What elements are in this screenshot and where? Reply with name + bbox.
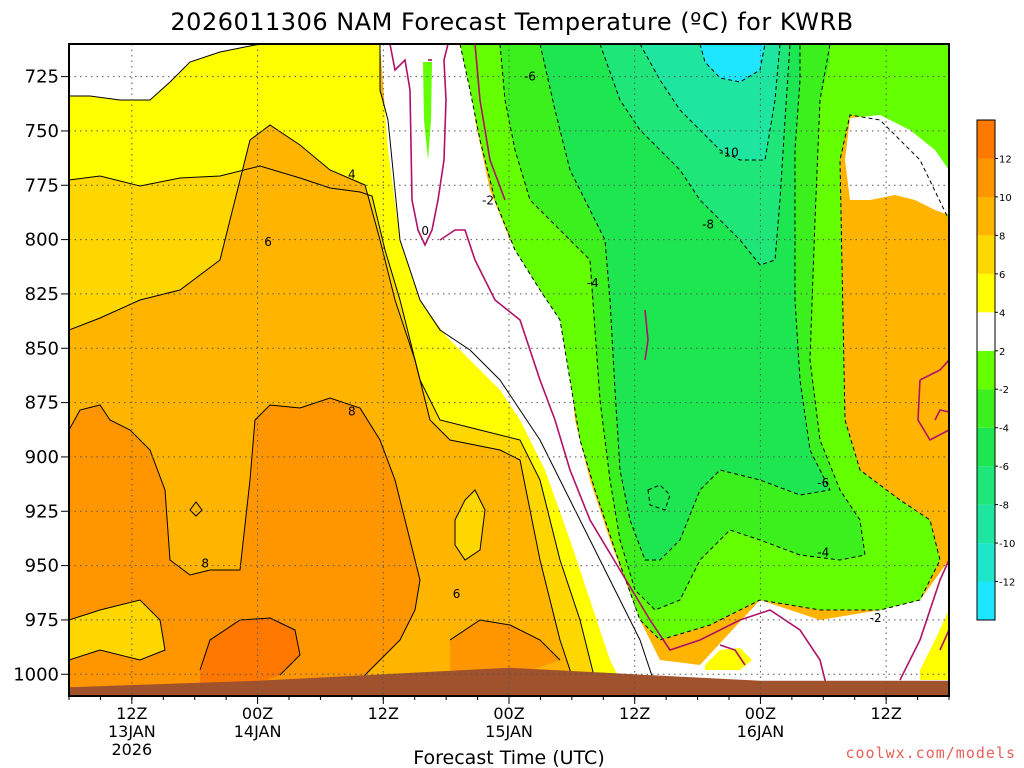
x-tick-date: 13JAN — [108, 722, 156, 741]
contour-label: -6 — [524, 70, 536, 84]
colorbar-swatch — [977, 466, 995, 505]
y-tick-label: 775 — [25, 175, 59, 196]
colorbar-label: -10 — [999, 539, 1015, 550]
x-tick-date: 16JAN — [737, 722, 785, 741]
y-tick-label: 950 — [25, 556, 59, 577]
band-10-to-12 — [200, 618, 300, 690]
y-tick-label: 1000 — [13, 664, 59, 685]
y-tick-label: 725 — [25, 67, 59, 88]
y-tick-label: 925 — [25, 501, 59, 522]
contour-label: 0 — [421, 224, 429, 238]
colorbar-label: 6 — [999, 270, 1005, 281]
contour-label: -4 — [587, 276, 599, 290]
colorbar-swatch — [977, 350, 995, 390]
x-tick-label: 12Z — [116, 704, 147, 723]
x-tick-year: 2026 — [111, 740, 152, 759]
y-tick-label: 875 — [25, 393, 59, 414]
y-tick-label: 825 — [25, 284, 59, 305]
colorbar-label: -12 — [999, 578, 1015, 589]
x-tick-label: 00Z — [242, 704, 273, 723]
band-2-to-4 — [920, 610, 949, 680]
colorbar-label: -8 — [999, 501, 1009, 512]
colorbar-swatch — [977, 581, 995, 620]
y-tick-label: 975 — [25, 610, 59, 631]
y-tick-label: 800 — [25, 230, 59, 251]
colorbar-swatch — [977, 389, 995, 428]
contour-label: 6 — [453, 587, 461, 601]
colorbar-label: 10 — [999, 193, 1012, 204]
colorbar-frame — [976, 119, 996, 621]
colorbar-swatch — [977, 235, 995, 274]
terrain-surface — [69, 667, 949, 696]
x-tick-label: 12Z — [619, 704, 650, 723]
band-minus2-to-2 — [380, 44, 949, 696]
colorbar-swatch — [977, 504, 995, 544]
band-minus4-to-minus2 — [423, 62, 432, 160]
colorbar-label: -2 — [999, 385, 1009, 396]
contour-label: -10 — [719, 146, 739, 160]
colorbar-swatch — [977, 196, 995, 236]
band-minus14-to-minus12 — [700, 44, 765, 82]
colorbar-swatch — [977, 312, 995, 351]
x-tick-date: 14JAN — [234, 722, 282, 741]
band-2-to-4 — [705, 648, 752, 670]
colorbar-swatch — [977, 543, 995, 582]
chart-title: 2026011306 NAM Forecast Temperature (ºC)… — [170, 8, 853, 36]
y-tick-label: 750 — [25, 121, 59, 142]
contour-label: 4 — [348, 167, 356, 181]
band-minus2-to-2 — [69, 44, 260, 100]
colorbar-label: 12 — [999, 154, 1012, 165]
band-minus2-to-2 — [845, 115, 949, 215]
colorbar-label: -4 — [999, 424, 1009, 435]
contour-label: -2 — [482, 193, 494, 207]
contour-label: -8 — [702, 217, 714, 231]
credit-text: coolwx.com/models — [845, 744, 1016, 762]
band-4-to-6 — [455, 490, 485, 560]
temperature-field — [69, 44, 949, 696]
contour-label: -6 — [817, 476, 829, 490]
x-tick-label: 00Z — [493, 704, 524, 723]
y-tick-label: 900 — [25, 447, 59, 468]
contour-labels: -6 -10 -8 -2 0 -4 4 6 8 8 6 -6 -4 -2 — [201, 70, 881, 625]
contour-label: 8 — [348, 404, 356, 418]
colorbar-label: -6 — [999, 462, 1009, 473]
colorbar-label: 4 — [999, 308, 1005, 319]
colorbar-swatch — [977, 427, 995, 467]
contour-label: 8 — [201, 556, 209, 570]
band-4-to-6 — [69, 600, 165, 660]
contour-label: -4 — [817, 546, 829, 560]
x-tick-date: 15JAN — [485, 722, 533, 741]
colorbar-label: 8 — [999, 231, 1005, 242]
y-axis: 725 750 775 800 825 850 875 900 925 950 975 1000 — [13, 67, 69, 685]
colorbar-label: 2 — [999, 347, 1005, 358]
colorbar-swatch — [977, 158, 995, 197]
colorbar-swatch — [977, 273, 995, 313]
x-axis-label: Forecast Time (UTC) — [413, 747, 604, 768]
contour-label: 6 — [264, 235, 272, 249]
x-tick-label: 00Z — [745, 704, 776, 723]
colorbar: -12 -10 -8 -6 -4 -2 2 4 6 8 10 12 — [976, 119, 1015, 621]
x-tick-label: 12Z — [368, 704, 399, 723]
contour-label: -2 — [870, 611, 882, 625]
grid — [69, 44, 949, 696]
x-tick-label: 12Z — [870, 704, 901, 723]
colorbar-swatch — [977, 120, 995, 159]
y-tick-label: 850 — [25, 338, 59, 359]
